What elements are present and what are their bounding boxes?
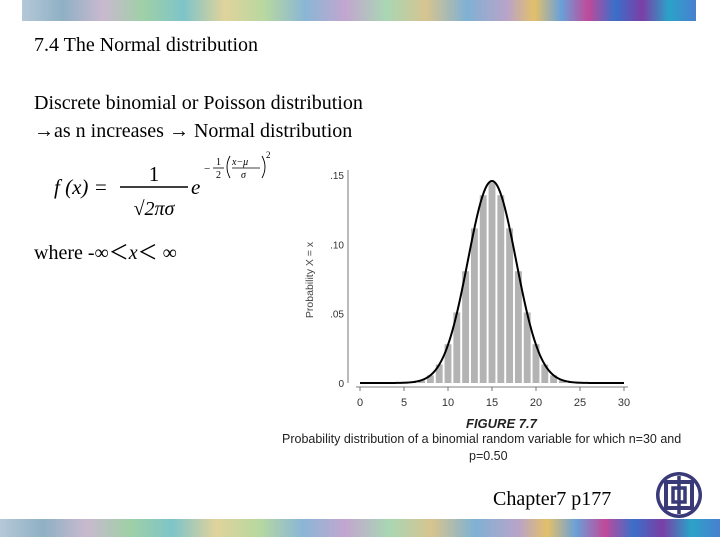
x-tick-label-0: 0: [357, 397, 363, 409]
domain-prefix: where -∞＜: [34, 242, 129, 264]
normal-curve: [360, 179, 624, 384]
figure-caption-line-2: p=0.50: [469, 449, 508, 463]
normal-pdf-formula: f (x) = 1 √2πσ e − 1 2 x−μ σ 2: [54, 150, 271, 220]
bar-x-20: [532, 344, 540, 383]
y-tick-label-.10: .10: [330, 240, 344, 251]
formula-exp-right-paren: [261, 155, 266, 179]
text-as-n-increases: as n increases: [54, 120, 169, 142]
formula-numerator: 1: [149, 162, 160, 186]
y-axis-label-group: Probability X = x: [304, 241, 316, 318]
bar-x-13: [470, 228, 478, 383]
y-axis-label: Probability X = x: [304, 241, 316, 318]
bottom-decorative-band: [0, 519, 720, 537]
x-tick-label-10: 10: [442, 397, 454, 409]
bar-x-22: [550, 375, 558, 383]
domain-variable: x: [128, 242, 138, 264]
bar-x-7: [418, 380, 426, 383]
formula-exp-inner-den: σ: [241, 170, 247, 181]
figure-label: FIGURE 7.7: [466, 416, 537, 431]
footer-chapter-reference: Chapter7 p177: [493, 488, 612, 510]
section-title: 7.4 The Normal distribution: [34, 34, 259, 56]
x-tick-label-25: 25: [574, 397, 586, 409]
bar-x-12: [462, 271, 470, 383]
y-tick-label-.15: .15: [330, 171, 344, 182]
formula-exp-power: 2: [266, 150, 271, 160]
x-tick-label-20: 20: [530, 397, 542, 409]
y-tick-label-0: 0: [338, 379, 344, 390]
formula-exp-frac-den: 2: [216, 170, 221, 181]
text-line-increases: →as n increases → Normal distribution: [34, 120, 352, 143]
formula-exp-left-paren: [226, 155, 231, 179]
x-tick-label-15: 15: [486, 397, 498, 409]
bar-x-15: [488, 182, 496, 383]
domain-suffix: ＜ ∞: [137, 242, 177, 264]
bar-x-9: [435, 364, 443, 383]
y-tick-label-.05: .05: [330, 310, 344, 321]
x-tick-label-5: 5: [401, 397, 407, 409]
formula-denominator: √2πσ: [134, 198, 176, 220]
bar-x-17: [506, 228, 514, 383]
formula-exp-sign: −: [204, 163, 210, 175]
binomial-distribution-chart: Probability X = x 0 5 10 15 20 25 30 .15 .10 .05 0: [304, 170, 630, 409]
top-decorative-band: [22, 0, 696, 21]
x-tick-label-30: 30: [618, 397, 630, 409]
formula-exp-inner-num: x−μ: [231, 157, 248, 168]
bar-x-23: [558, 380, 566, 383]
bar-x-16: [497, 195, 505, 383]
formula-exp-frac-num: 1: [216, 157, 221, 168]
bar-x-18: [514, 271, 522, 383]
right-arrow-icon: →: [168, 120, 189, 142]
bar-x-19: [523, 312, 531, 383]
text-line-discrete: Discrete binomial or Poisson distributio…: [34, 92, 363, 114]
formula-base-e: e: [191, 175, 200, 199]
bar-x-8: [426, 375, 434, 383]
figure-caption-line-1: Probability distribution of a binomial r…: [282, 432, 682, 446]
right-arrow-icon: →: [34, 120, 54, 142]
university-logo-icon: [656, 472, 702, 518]
bar-x-10: [444, 344, 452, 383]
text-normal-distribution: Normal distribution: [188, 120, 353, 142]
formula-lhs: f (x) =: [54, 175, 108, 199]
domain-statement: where -∞＜x＜ ∞: [34, 236, 177, 265]
bar-x-21: [541, 364, 549, 383]
bar-x-14: [479, 195, 487, 383]
bar-x-11: [453, 312, 461, 383]
